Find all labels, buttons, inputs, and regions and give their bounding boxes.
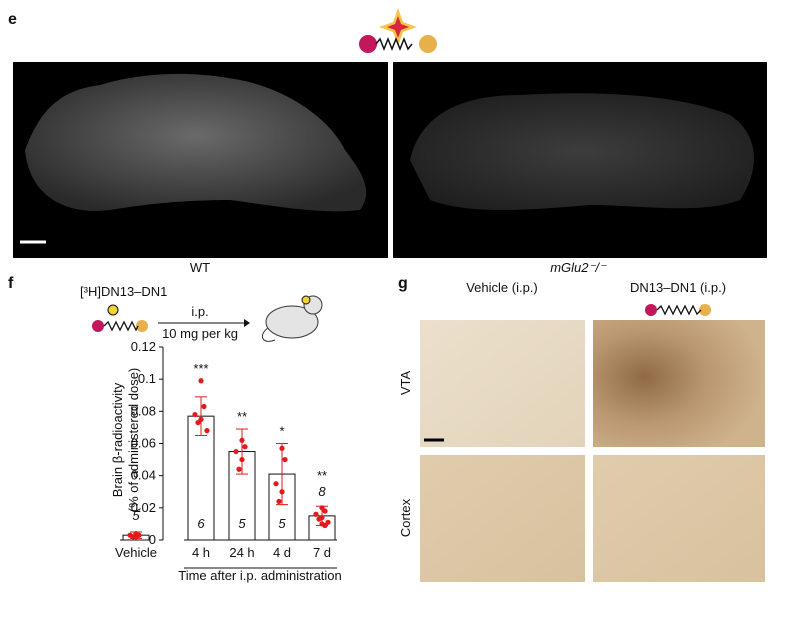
data-point <box>316 516 322 522</box>
data-point <box>130 534 136 540</box>
y-tick-label: 0.06 <box>131 436 156 451</box>
x-tick-label: 24 h <box>229 545 254 560</box>
data-point <box>198 378 204 384</box>
data-point <box>313 511 319 517</box>
row-label: VTA <box>398 371 413 396</box>
significance: ** <box>237 409 247 424</box>
column-header: Vehicle (i.p.) <box>466 280 538 295</box>
brain-section <box>25 73 367 212</box>
column-header: DN13–DN1 (i.p.) <box>630 280 726 295</box>
data-point <box>233 448 239 455</box>
data-point <box>279 489 285 495</box>
mouse-icon <box>261 295 323 342</box>
data-point <box>195 419 201 426</box>
x-tick-label: Vehicle <box>115 545 157 560</box>
n-label: 5 <box>278 516 286 531</box>
bar <box>187 415 215 541</box>
x-tick-label: 4 d <box>273 545 291 560</box>
significance: *** <box>193 361 208 376</box>
compound-label: [³H]DN13–DN1 <box>80 284 167 299</box>
data-point <box>201 403 207 410</box>
n-label: 5 <box>238 516 246 531</box>
y-axis-label: (% of administered dose) <box>126 368 141 513</box>
data-point <box>192 411 198 418</box>
y-tick-label: 0.02 <box>131 500 156 515</box>
data-point <box>322 508 328 514</box>
y-tick-label: 0.04 <box>131 468 156 483</box>
micrograph <box>593 455 765 582</box>
route-label: i.p. <box>191 304 208 319</box>
micrograph <box>420 455 585 582</box>
data-point <box>239 456 245 463</box>
molecule-icon <box>645 304 711 316</box>
data-point <box>279 445 285 451</box>
data-point <box>273 481 279 487</box>
significance: ** <box>317 468 327 483</box>
micrograph <box>420 320 585 447</box>
data-point <box>242 444 248 450</box>
data-point <box>322 522 328 529</box>
n-label: 5 <box>132 508 140 523</box>
x-tick-label: 4 h <box>192 545 210 560</box>
n-label: 6 <box>197 516 205 531</box>
data-point <box>236 466 242 472</box>
y-tick-label: 0.12 <box>131 339 156 354</box>
panel-label: e <box>8 11 17 28</box>
dose-label: 10 mg per kg <box>162 326 238 341</box>
x-axis-label: Time after i.p. administration <box>178 568 342 583</box>
data-point <box>239 437 245 443</box>
y-tick-label: 0 <box>149 532 156 547</box>
row-label: Cortex <box>398 498 413 537</box>
data-point <box>282 456 288 463</box>
molecule-icon <box>359 8 437 53</box>
y-axis-label: Brain β-radioactivity <box>110 382 125 497</box>
arrow-head <box>244 319 250 327</box>
panel-label: f <box>8 275 14 292</box>
x-tick-label: 7 d <box>313 545 331 560</box>
data-point <box>276 498 282 504</box>
n-label: 8 <box>318 484 326 499</box>
panel-label: g <box>398 275 408 292</box>
significance: * <box>279 424 284 439</box>
caption: WT <box>190 260 210 275</box>
molecule-icon <box>92 304 148 332</box>
data-point <box>204 428 210 434</box>
y-tick-label: 0.08 <box>131 403 156 418</box>
brain-section <box>410 93 754 210</box>
micrograph <box>593 320 765 447</box>
caption: mGlu2⁻/⁻ <box>550 260 607 275</box>
y-tick-label: 0.1 <box>138 371 156 386</box>
